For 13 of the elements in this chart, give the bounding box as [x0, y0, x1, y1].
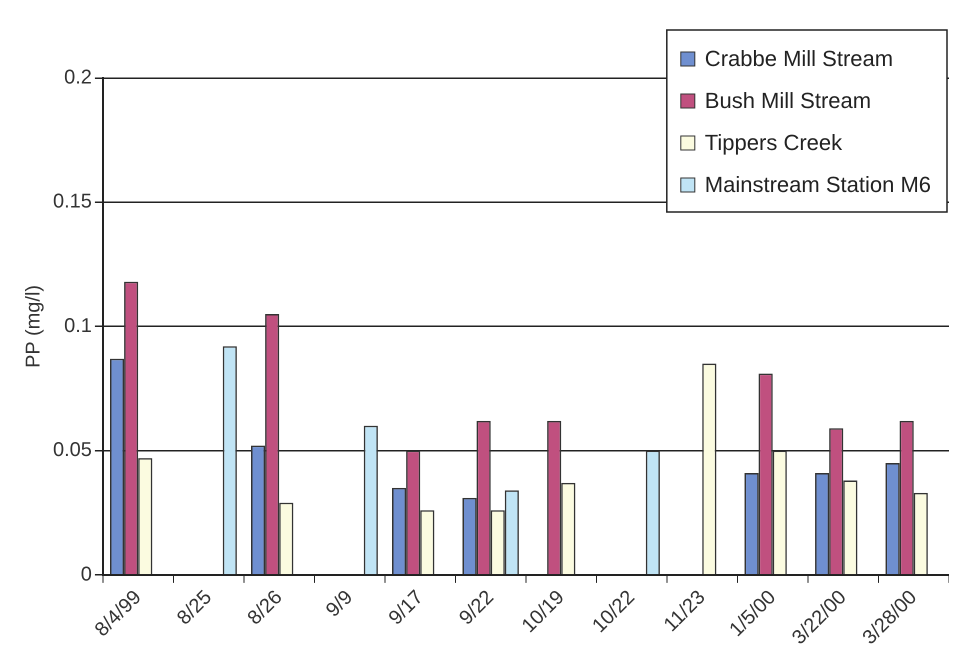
x-tick-label: 9/9	[322, 586, 358, 622]
x-tick-label: 8/26	[244, 586, 287, 630]
legend-label: Mainstream Station M6	[704, 172, 932, 198]
legend-label: Bush Mill Stream	[704, 88, 872, 114]
y-tick-label: 0.05	[52, 439, 92, 462]
legend-label: Tippers Creek	[704, 130, 844, 156]
y-tick-label: 0.1	[64, 314, 92, 337]
y-tick-label: 0	[80, 563, 92, 586]
legend-label: Crabbe Mill Stream	[704, 46, 894, 72]
y-tick-label: 0.2	[64, 66, 92, 89]
y-axis-title: PP (mg/l)	[22, 284, 45, 368]
x-tick-label: 9/22	[455, 586, 498, 630]
y-tick-label: 0.15	[52, 190, 92, 213]
